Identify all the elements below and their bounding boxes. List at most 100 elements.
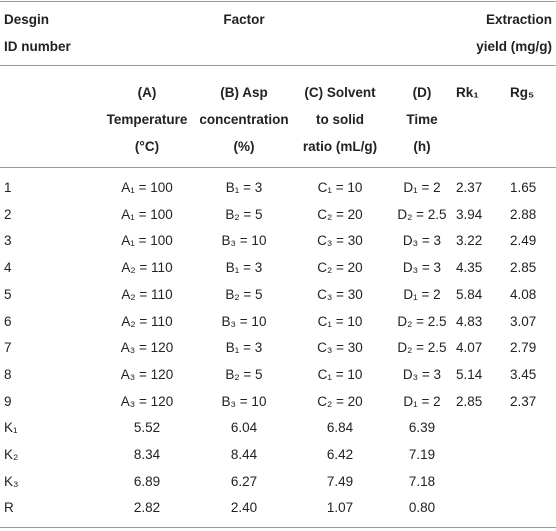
header-cell: Extraction bbox=[485, 12, 552, 27]
subheader-cell: (°C) bbox=[134, 139, 160, 154]
subheader-cell: (%) bbox=[233, 139, 255, 154]
cell: B₁ = 3 bbox=[225, 340, 263, 356]
cell: A₁ = 100 bbox=[121, 206, 173, 222]
rule bbox=[0, 1, 556, 2]
cell: 6.27 bbox=[230, 473, 258, 489]
cell: 6.39 bbox=[408, 420, 436, 436]
header-cell: ID number bbox=[4, 39, 71, 54]
cell: 3.94 bbox=[456, 206, 483, 222]
cell: B₁ = 3 bbox=[225, 180, 263, 195]
subheader-cell: concentration bbox=[199, 112, 289, 127]
cell: 7.19 bbox=[408, 447, 436, 462]
cell: C₁ = 10 bbox=[317, 366, 363, 382]
cell: 2.82 bbox=[133, 500, 161, 516]
cell: D₂ = 2.5 bbox=[397, 206, 447, 222]
cell: K₂ bbox=[4, 447, 19, 462]
cell: 2.79 bbox=[510, 340, 537, 356]
subheader-cell: Rg₅ bbox=[510, 85, 535, 100]
subheader-cell: (h) bbox=[413, 139, 431, 154]
cell: 2.40 bbox=[230, 500, 258, 516]
cell: B₁ = 3 bbox=[225, 260, 263, 276]
cell: 7.18 bbox=[408, 473, 436, 489]
cell: D₂ = 2.5 bbox=[397, 340, 447, 356]
cell: D₃ = 3 bbox=[402, 233, 442, 249]
cell: 4.08 bbox=[510, 286, 537, 302]
cell: 8 bbox=[4, 366, 12, 382]
cell: 6.04 bbox=[230, 420, 258, 436]
cell: D₂ = 2.5 bbox=[397, 313, 447, 329]
header-cell: yield (mg/g) bbox=[476, 39, 552, 54]
cell: 7.49 bbox=[326, 473, 354, 489]
cell: 4.07 bbox=[456, 340, 483, 356]
cell: 1 bbox=[4, 180, 12, 195]
cell: 5.52 bbox=[133, 420, 161, 436]
cell: C₂ = 20 bbox=[317, 206, 363, 222]
cell: D₃ = 3 bbox=[402, 366, 442, 382]
cell: 1.07 bbox=[326, 500, 354, 516]
cell: 3 bbox=[4, 233, 12, 249]
cell: 3.07 bbox=[510, 313, 537, 329]
subheader-cell: (D) bbox=[412, 85, 432, 100]
subheader-cell: (C) Solvent bbox=[304, 85, 376, 100]
cell: 4.83 bbox=[456, 313, 483, 329]
cell: 7 bbox=[4, 340, 12, 356]
cell: K₃ bbox=[4, 473, 19, 489]
cell: B₃ = 10 bbox=[221, 313, 267, 329]
cell: A₁ = 100 bbox=[121, 233, 173, 249]
cell: R bbox=[4, 500, 14, 516]
cell: 2.37 bbox=[510, 393, 537, 409]
cell: 8.34 bbox=[133, 447, 161, 462]
subheader-cell: ratio (mL/g) bbox=[302, 139, 378, 154]
rule bbox=[0, 527, 556, 528]
cell: 1.65 bbox=[510, 180, 537, 195]
rule bbox=[0, 65, 556, 66]
cell: A₃ = 120 bbox=[120, 340, 174, 356]
cell: A₃ = 120 bbox=[120, 366, 174, 382]
cell: B₂ = 5 bbox=[225, 366, 263, 382]
cell: B₃ = 10 bbox=[221, 233, 267, 249]
cell: 6.89 bbox=[133, 473, 161, 489]
cell: C₂ = 20 bbox=[317, 260, 363, 276]
cell: 6.84 bbox=[326, 420, 354, 436]
cell: 2.88 bbox=[510, 206, 537, 222]
cell: 0.80 bbox=[408, 500, 436, 516]
cell: 8.44 bbox=[230, 447, 258, 462]
cell: 3.22 bbox=[456, 233, 483, 249]
cell: 5.14 bbox=[456, 366, 483, 382]
cell: 6 bbox=[4, 313, 12, 329]
cell: B₂ = 5 bbox=[225, 206, 263, 222]
cell: K₁ bbox=[4, 420, 18, 436]
cell: C₃ = 30 bbox=[317, 233, 363, 249]
cell: 2 bbox=[4, 206, 12, 222]
cell: 2.85 bbox=[456, 393, 483, 409]
subheader-cell: to solid bbox=[316, 112, 364, 127]
header-cell: Factor bbox=[223, 12, 265, 27]
subheader-cell: Temperature bbox=[106, 112, 188, 127]
cell: 3.45 bbox=[510, 366, 537, 382]
cell: A₂ = 110 bbox=[121, 313, 173, 329]
subheader-cell: Time bbox=[406, 112, 438, 127]
subheader-cell: Rk₁ bbox=[456, 85, 479, 100]
cell: C₃ = 30 bbox=[317, 286, 363, 302]
cell: C₂ = 20 bbox=[317, 393, 363, 409]
cell: C₁ = 10 bbox=[317, 313, 363, 329]
subheader-cell: (B) Asp bbox=[220, 85, 268, 100]
rule bbox=[0, 167, 556, 168]
header-cell: Desgin bbox=[4, 12, 50, 27]
cell: D₁ = 2 bbox=[403, 286, 441, 302]
cell: B₂ = 5 bbox=[225, 286, 263, 302]
cell: C₁ = 10 bbox=[317, 180, 363, 195]
cell: A₂ = 110 bbox=[121, 286, 173, 302]
cell: D₃ = 3 bbox=[402, 260, 442, 276]
cell: A₃ = 120 bbox=[120, 393, 174, 409]
cell: 6.42 bbox=[326, 447, 354, 462]
cell: 9 bbox=[4, 393, 12, 409]
cell: 2.49 bbox=[510, 233, 537, 249]
cell: 5 bbox=[4, 286, 12, 302]
cell: 4.35 bbox=[456, 260, 483, 276]
cell: 4 bbox=[4, 260, 12, 276]
cell: 2.37 bbox=[456, 180, 483, 195]
cell: D₁ = 2 bbox=[403, 180, 441, 195]
cell: B₃ = 10 bbox=[221, 393, 267, 409]
